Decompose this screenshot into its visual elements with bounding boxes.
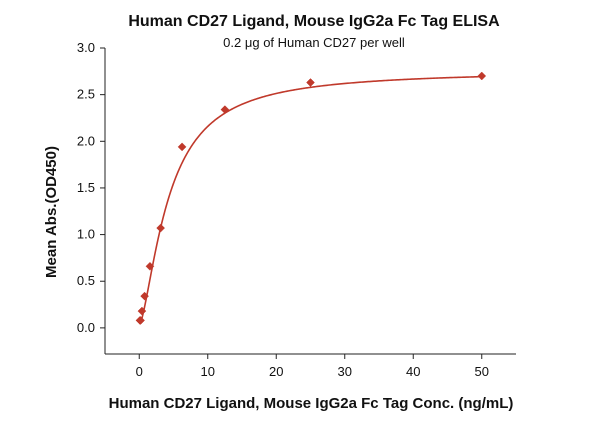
data-point: [220, 105, 230, 114]
fit-curve: [139, 75, 482, 325]
chart-title: Human CD27 Ligand, Mouse IgG2a Fc Tag EL…: [128, 13, 500, 30]
y-tick-label: 3.0: [77, 40, 95, 55]
x-ticks: 0 10 20 30 40 50: [136, 354, 489, 379]
data-point: [177, 142, 187, 152]
y-tick-label: 2.0: [77, 133, 95, 148]
data-point: [140, 291, 149, 301]
x-tick-label: 50: [475, 364, 489, 379]
x-tick-label: 20: [269, 364, 283, 379]
x-tick-label: 30: [338, 364, 352, 379]
data-point: [137, 306, 147, 316]
chart-subtitle: 0.2 μg of Human CD27 per well: [223, 35, 405, 50]
x-axis-title: Human CD27 Ligand, Mouse IgG2a Fc Tag Co…: [109, 395, 514, 412]
axes: [104, 48, 516, 355]
x-tick-label: 10: [201, 364, 215, 379]
x-tick-label: 0: [136, 364, 143, 379]
y-tick-label: 1.5: [77, 180, 95, 195]
x-tick-label: 40: [406, 364, 420, 379]
y-tick-label: 0.5: [77, 273, 95, 288]
y-ticks: 0.0 0.5 1.0 1.5 2.0 2.5 3.0: [77, 40, 105, 335]
data-point: [306, 78, 315, 87]
y-tick-label: 2.5: [77, 87, 95, 102]
data-point: [156, 223, 166, 233]
y-axis-title: Mean Abs.(OD450): [43, 146, 60, 278]
data-points: [135, 71, 487, 325]
y-tick-label: 0.0: [77, 320, 95, 335]
data-point: [477, 71, 487, 81]
data-point: [145, 261, 155, 271]
y-tick-label: 1.0: [77, 227, 95, 242]
data-point: [136, 316, 145, 325]
